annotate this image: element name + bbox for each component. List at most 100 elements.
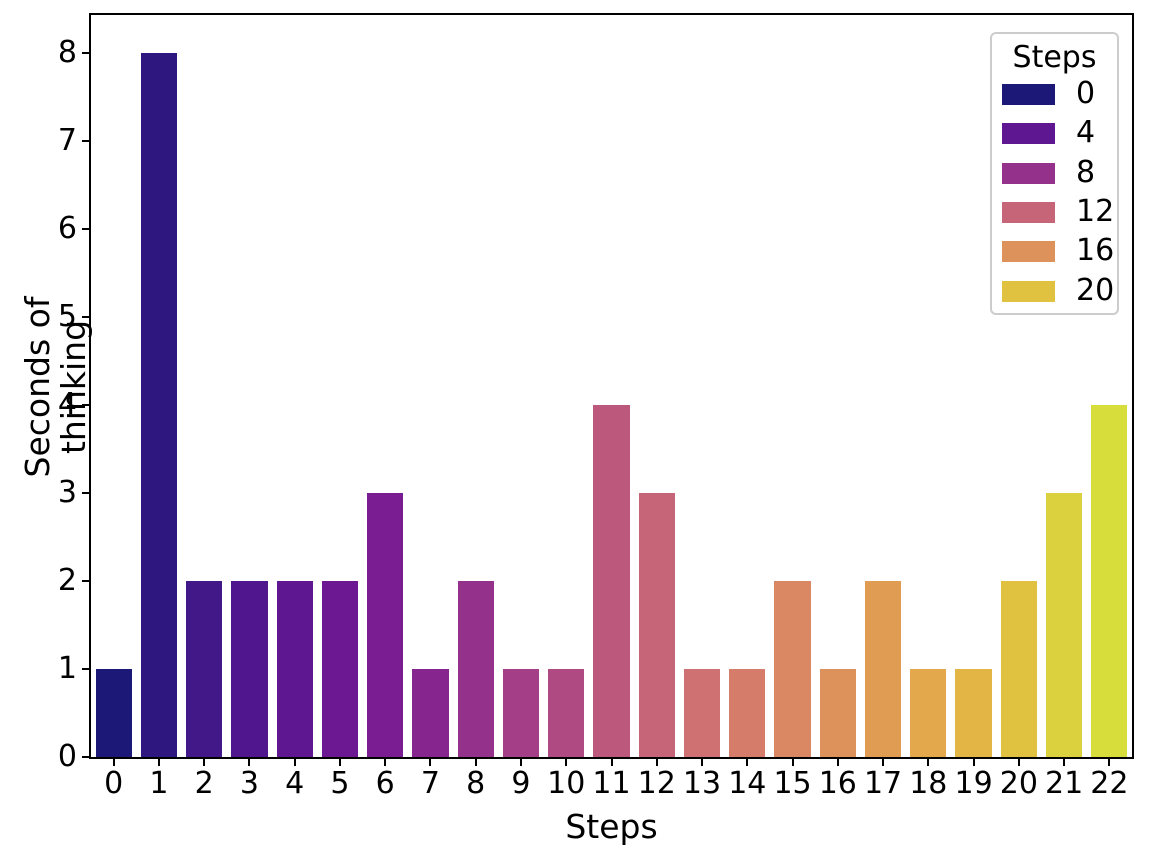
bar-1 bbox=[140, 52, 177, 757]
x-tick-mark-3 bbox=[248, 757, 251, 766]
y-tick-label-0: 0 bbox=[57, 739, 77, 774]
bar-12 bbox=[638, 492, 675, 757]
y-tick-mark-3 bbox=[82, 491, 91, 494]
x-tick-label-8: 8 bbox=[466, 766, 486, 801]
legend-label-12: 12 bbox=[1076, 193, 1115, 229]
bar-8 bbox=[457, 580, 494, 757]
y-tick-mark-5 bbox=[82, 315, 91, 318]
y-tick-label-8: 8 bbox=[57, 34, 77, 70]
x-tick-mark-12 bbox=[655, 757, 658, 766]
x-tick-mark-6 bbox=[384, 757, 387, 766]
legend-row-12: 12 bbox=[992, 196, 1117, 226]
x-tick-mark-15 bbox=[791, 757, 794, 766]
x-tick-mark-10 bbox=[565, 757, 568, 766]
x-tick-mark-22 bbox=[1108, 757, 1111, 766]
x-tick-label-10: 10 bbox=[547, 766, 586, 801]
plot-area bbox=[89, 13, 1134, 759]
x-tick-mark-18 bbox=[927, 757, 930, 766]
y-tick-label-4: 4 bbox=[57, 386, 77, 422]
legend-swatch-0 bbox=[1002, 84, 1055, 105]
y-tick-mark-7 bbox=[82, 139, 91, 142]
x-tick-label-21: 21 bbox=[1045, 766, 1084, 801]
bar-6 bbox=[367, 492, 404, 757]
x-tick-mark-13 bbox=[701, 757, 704, 766]
x-tick-label-22: 22 bbox=[1090, 766, 1129, 801]
legend-row-4: 4 bbox=[992, 118, 1117, 148]
x-tick-label-6: 6 bbox=[375, 766, 395, 801]
y-tick-label-7: 7 bbox=[57, 122, 77, 158]
x-tick-mark-17 bbox=[882, 757, 885, 766]
x-tick-label-17: 17 bbox=[863, 766, 903, 801]
bar-11 bbox=[593, 404, 630, 757]
x-tick-mark-5 bbox=[338, 757, 341, 766]
y-tick-mark-0 bbox=[82, 756, 91, 758]
x-tick-label-16: 16 bbox=[818, 766, 857, 801]
x-tick-mark-0 bbox=[112, 757, 115, 766]
y-tick-label-1: 1 bbox=[57, 650, 77, 686]
legend-title: Steps bbox=[1012, 40, 1097, 75]
y-tick-label-3: 3 bbox=[57, 474, 77, 510]
x-tick-mark-9 bbox=[519, 757, 522, 766]
bar-2 bbox=[186, 580, 223, 757]
bar-20 bbox=[1000, 580, 1037, 757]
x-tick-label-13: 13 bbox=[682, 766, 722, 801]
x-tick-mark-2 bbox=[203, 757, 206, 766]
legend-label-20: 20 bbox=[1076, 272, 1115, 308]
y-tick-label-5: 5 bbox=[57, 298, 77, 334]
x-tick-label-2: 2 bbox=[194, 766, 214, 801]
y-tick-label-6: 6 bbox=[57, 210, 77, 246]
y-axis-label: Seconds of thinking bbox=[18, 296, 93, 478]
bar-21 bbox=[1046, 492, 1083, 757]
legend-row-16: 16 bbox=[992, 236, 1117, 266]
bar-14 bbox=[729, 668, 766, 757]
x-tick-mark-7 bbox=[429, 757, 432, 766]
legend-label-4: 4 bbox=[1076, 115, 1096, 151]
bar-5 bbox=[321, 580, 359, 757]
legend-swatch-12 bbox=[1002, 201, 1055, 223]
bar-18 bbox=[910, 668, 947, 757]
y-tick-mark-4 bbox=[82, 403, 91, 406]
bar-15 bbox=[774, 580, 811, 757]
legend-swatch-8 bbox=[1002, 162, 1055, 184]
y-tick-mark-2 bbox=[82, 579, 91, 582]
bar-16 bbox=[819, 668, 856, 757]
x-tick-label-14: 14 bbox=[728, 766, 767, 801]
y-tick-mark-6 bbox=[82, 227, 91, 230]
x-tick-label-7: 7 bbox=[420, 766, 440, 801]
x-tick-label-12: 12 bbox=[637, 766, 676, 801]
legend-row-8: 8 bbox=[992, 157, 1117, 187]
x-tick-label-4: 4 bbox=[285, 766, 305, 801]
legend-row-0: 0 bbox=[992, 79, 1117, 109]
bar-13 bbox=[683, 668, 721, 757]
x-tick-label-11: 11 bbox=[592, 766, 631, 801]
bar-9 bbox=[502, 668, 540, 757]
x-tick-mark-16 bbox=[836, 757, 839, 766]
x-tick-label-1: 1 bbox=[149, 766, 169, 801]
x-tick-label-15: 15 bbox=[773, 766, 812, 801]
y-tick-mark-1 bbox=[82, 667, 91, 670]
x-tick-label-5: 5 bbox=[330, 766, 350, 801]
legend-label-0: 0 bbox=[1076, 76, 1096, 111]
bar-7 bbox=[412, 668, 449, 757]
x-axis-label: Steps bbox=[565, 807, 658, 846]
legend-label-16: 16 bbox=[1076, 233, 1115, 269]
legend: Steps 0 4 8 12 16 20 bbox=[990, 32, 1119, 315]
x-tick-label-20: 20 bbox=[999, 766, 1038, 801]
bar-19 bbox=[955, 668, 992, 757]
y-tick-mark-8 bbox=[82, 51, 91, 54]
x-tick-mark-19 bbox=[972, 757, 975, 766]
legend-label-8: 8 bbox=[1076, 154, 1096, 190]
bar-22 bbox=[1091, 404, 1128, 757]
legend-swatch-16 bbox=[1002, 241, 1055, 263]
bar-17 bbox=[864, 580, 902, 757]
bar-10 bbox=[548, 668, 585, 757]
bar-3 bbox=[231, 580, 268, 757]
x-tick-mark-4 bbox=[293, 757, 296, 766]
x-tick-label-19: 19 bbox=[954, 766, 993, 801]
x-tick-label-3: 3 bbox=[239, 766, 259, 801]
legend-row-20: 20 bbox=[992, 275, 1117, 305]
x-tick-label-9: 9 bbox=[511, 766, 531, 801]
bar-0 bbox=[95, 668, 132, 757]
x-tick-mark-8 bbox=[474, 757, 477, 766]
